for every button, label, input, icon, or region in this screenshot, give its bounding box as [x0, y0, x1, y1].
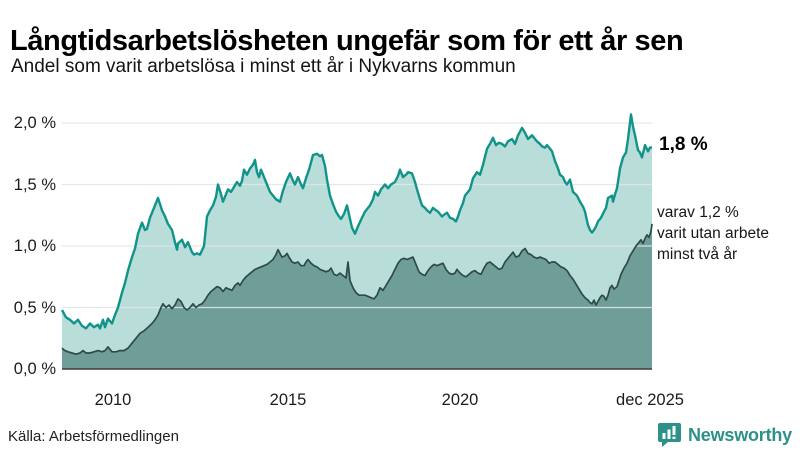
- subset-annotation-line: minst två år: [657, 246, 738, 263]
- chart-subtitle: Andel som varit arbetslösa i minst ett å…: [11, 56, 516, 77]
- y-tick-label: 1,5 %: [13, 175, 56, 194]
- x-tick-label: dec 2025: [616, 391, 684, 409]
- subset-annotation: varav 1,2 % varit utan arbete minst två …: [657, 202, 769, 265]
- y-tick-label: 0,0 %: [13, 360, 56, 378]
- x-tick-label: 2020: [441, 391, 479, 409]
- y-tick-label: 2,0 %: [13, 114, 56, 132]
- y-tick-label: 1,0 %: [13, 237, 56, 255]
- area-subset-fill: [62, 223, 652, 369]
- branding-name: Newsworthy: [687, 424, 792, 445]
- source-credit: Källa: Arbetsförmedlingen: [8, 428, 179, 445]
- subset-annotation-line: varit utan arbete: [657, 225, 770, 242]
- branding: Newsworthy: [657, 422, 792, 448]
- newsworthy-logo-icon: [657, 423, 681, 447]
- line-subset: [61, 223, 653, 356]
- series-end-value-label: 1,8 %: [659, 134, 708, 155]
- chart-title: Långtidsarbetslösheten ungefär som för e…: [10, 25, 684, 58]
- x-tick-label: 2015: [269, 391, 307, 409]
- line-total: [60, 113, 652, 330]
- x-tick-label: 2010: [94, 391, 132, 409]
- subset-annotation-line: varav 1,2 %: [657, 204, 739, 221]
- y-tick-label: 0,5 %: [13, 298, 56, 317]
